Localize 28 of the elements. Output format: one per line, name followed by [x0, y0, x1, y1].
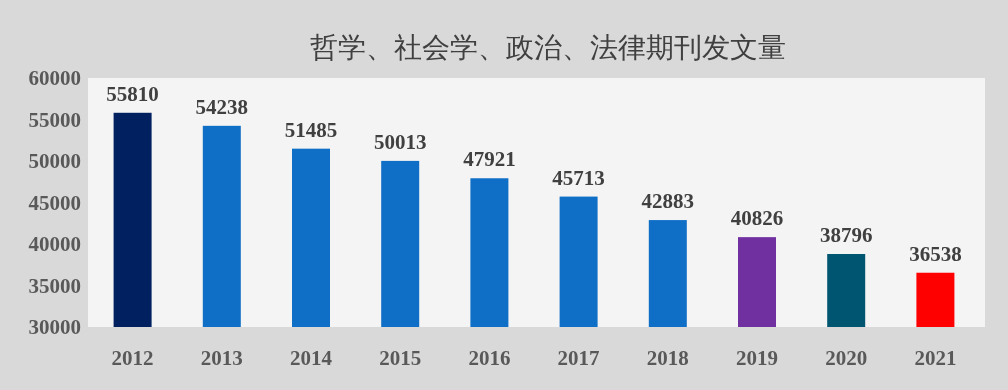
xtick: 2016 [468, 346, 511, 370]
xtick: 2014 [290, 346, 332, 370]
data-label: 40826 [730, 206, 784, 231]
ytick: 30000 [28, 315, 81, 339]
title: 哲学、社会学、政治、法律期刊发文量 [310, 32, 786, 63]
data-label: 42883 [641, 189, 695, 214]
ytick: 35000 [28, 273, 81, 298]
data-label: 47921 [463, 147, 516, 172]
xtick: 2021 [914, 346, 957, 370]
xtick: 2018 [646, 346, 689, 370]
xtick: 2013 [200, 346, 243, 370]
ytick: 45000 [28, 190, 81, 215]
ytick: 40000 [28, 232, 81, 256]
data-label: 55810 [106, 81, 159, 106]
xtick: 2019 [736, 346, 778, 370]
xtick: 2017 [557, 346, 600, 370]
data-label: 51485 [284, 117, 338, 142]
xtick: 2015 [379, 346, 422, 370]
xtick: 2020 [825, 346, 868, 370]
data-label: 36538 [909, 241, 962, 266]
ytick: 55000 [28, 107, 81, 132]
data-label: 54238 [195, 94, 249, 119]
ytick: 60000 [28, 66, 81, 90]
data-label: 50013 [373, 129, 427, 154]
data-label: 45713 [552, 165, 605, 190]
ytick: 50000 [28, 149, 81, 173]
xtick: 2012 [111, 346, 154, 370]
data-label: 38796 [819, 223, 873, 247]
